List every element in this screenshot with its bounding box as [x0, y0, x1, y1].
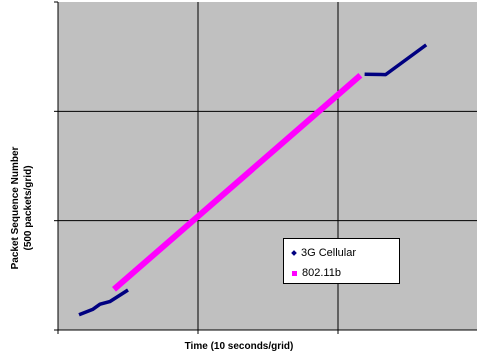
gridlines: [58, 2, 477, 330]
square-marker-icon: [292, 270, 297, 276]
x-axis-label: Time (10 seconds/grid): [185, 341, 294, 352]
legend-label-3g: 3G Cellular: [301, 247, 357, 259]
series-3g-cellular-trace: [78, 288, 129, 317]
axes: [54, 1, 477, 334]
series-802-11b-trace: [112, 73, 363, 292]
legend: 3G Cellular 802.11b: [283, 238, 400, 284]
diamond-marker-icon: [291, 250, 297, 256]
legend-item-80211b: 802.11b: [292, 266, 341, 280]
y-axis-label-line2: (500 packets/grid): [23, 165, 34, 250]
legend-label-80211b: 802.11b: [302, 267, 341, 279]
y-axis-label-line1: Packet Sequence Number: [10, 146, 21, 269]
series-3g-cellular-trace: [364, 43, 428, 77]
legend-item-3g: 3G Cellular: [291, 246, 357, 260]
data-marks: [78, 43, 428, 317]
